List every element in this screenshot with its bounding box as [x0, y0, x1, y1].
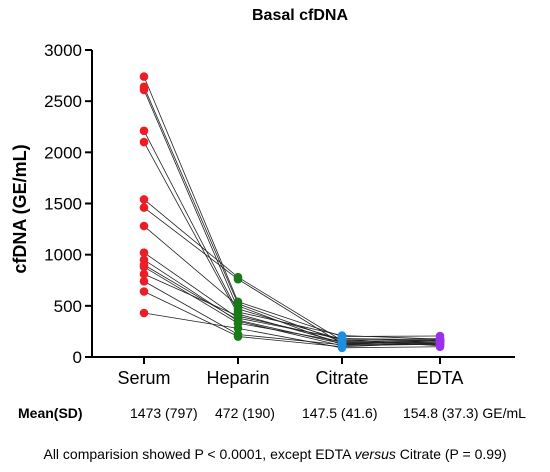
paired-line [143, 207, 441, 345]
data-point-heparin [233, 315, 243, 325]
mean-sd-label: Mean(SD) [18, 405, 83, 421]
y-tick-label: 3000 [44, 41, 82, 60]
y-tick-label: 0 [73, 348, 82, 367]
data-point-heparin [233, 324, 243, 333]
y-tick-label: 500 [54, 297, 82, 316]
mean-sd-row: Mean(SD) 1473 (797) 472 (190) 147.5 (41.… [0, 405, 550, 425]
paired-line [143, 264, 441, 345]
data-point-heparin [233, 332, 243, 341]
data-point-serum [139, 308, 149, 318]
data-point-serum [139, 287, 149, 296]
data-point-serum [139, 85, 149, 95]
paired-line [143, 199, 441, 342]
data-point-serum [139, 72, 149, 81]
paired-line [143, 225, 441, 346]
x-tick-label: Heparin [206, 368, 269, 388]
paired-line [143, 280, 441, 346]
paired-line [143, 291, 441, 348]
chart: Basal cfDNA cfDNA (GE/mL) 0 500 1000 1500 20… [10, 7, 515, 388]
data-point-edta [435, 337, 445, 346]
mean-edta: 154.8 (37.3) GE/mL [403, 405, 526, 421]
data-point-serum [139, 269, 149, 279]
data-point-heparin [233, 274, 243, 284]
x-tick-label: Serum [117, 368, 170, 388]
mean-serum: 1473 (797) [130, 405, 198, 421]
data-point-citrate [337, 339, 347, 348]
data-point-serum [139, 260, 149, 270]
chart-title: Basal cfDNA [252, 7, 348, 24]
paired-line [143, 89, 441, 342]
x-tick-label: Citrate [315, 368, 368, 388]
y-tick-label: 2500 [44, 92, 82, 111]
data-point-serum [139, 248, 149, 257]
mean-citrate: 147.5 (41.6) [302, 405, 378, 421]
x-tick-label: EDTA [417, 368, 464, 388]
data-point-serum [139, 203, 149, 212]
y-tick-label: 1000 [44, 246, 82, 265]
data-point-heparin [233, 301, 243, 311]
paired-line [143, 252, 441, 341]
paired-line [143, 312, 441, 349]
axes: 0 500 1000 1500 2000 2500 3000 [44, 41, 515, 367]
data-point-serum [139, 137, 149, 147]
data-point-serum [139, 221, 149, 231]
data-point-serum [139, 126, 149, 136]
data-point-serum [139, 195, 149, 204]
paired-lines [143, 76, 441, 349]
paired-line [143, 76, 441, 337]
data-point-serum [139, 276, 149, 286]
y-tick-label: 2000 [44, 143, 82, 162]
paired-line [143, 266, 441, 343]
paired-line [143, 130, 441, 340]
y-tick-label: 1500 [44, 195, 82, 214]
y-axis-label: cfDNA (GE/mL) [10, 144, 30, 273]
data-points [139, 72, 445, 353]
x-tick-labels: Serum Heparin Citrate EDTA [117, 368, 463, 388]
footnote: All comparision showed P < 0.0001, excep… [43, 446, 507, 462]
mean-heparin: 472 (190) [215, 405, 275, 421]
